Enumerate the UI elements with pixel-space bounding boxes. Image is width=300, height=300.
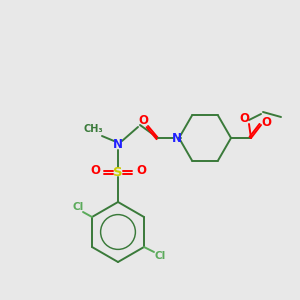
Text: Cl: Cl: [154, 251, 166, 261]
Text: Cl: Cl: [72, 202, 84, 212]
Text: O: O: [261, 116, 271, 128]
Text: O: O: [138, 115, 148, 128]
Text: CH₃: CH₃: [83, 124, 103, 134]
Text: N: N: [113, 139, 123, 152]
Text: N: N: [172, 131, 182, 145]
Text: S: S: [113, 166, 123, 178]
Text: O: O: [90, 164, 100, 176]
Text: O: O: [239, 112, 249, 124]
Text: O: O: [136, 164, 146, 176]
